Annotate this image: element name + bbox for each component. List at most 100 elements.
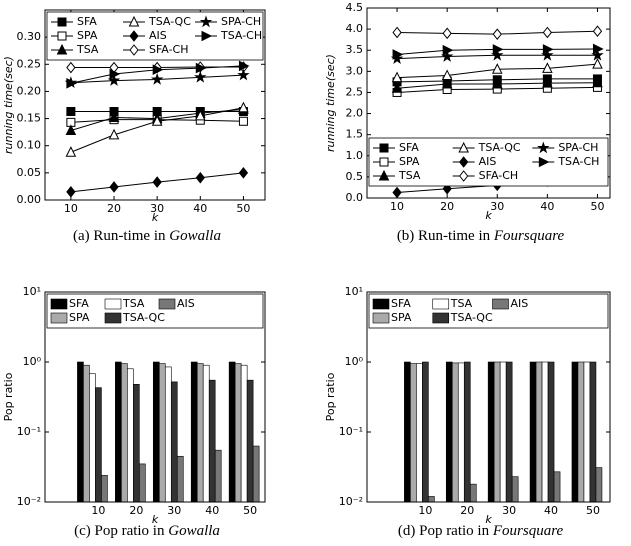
bar <box>214 449 222 503</box>
caption: (b) Run-time in Foursquare <box>397 228 565 244</box>
legend-swatch <box>50 312 68 324</box>
bar <box>499 361 507 503</box>
y-tick-label: 10¹ <box>345 285 363 298</box>
bar <box>541 361 549 503</box>
y-tick-label: 0.5 <box>346 170 364 183</box>
x-tick-label: 30 <box>167 504 181 517</box>
legend-label: SFA-CH <box>149 43 189 56</box>
bar <box>583 361 591 503</box>
legend-label: SFA <box>77 15 97 28</box>
bar <box>101 475 108 503</box>
marker <box>392 26 402 39</box>
x-tick-label: 50 <box>243 504 257 517</box>
plot-frame <box>44 291 266 503</box>
legend-swatch <box>104 298 122 310</box>
y-tick-label: 4.5 <box>346 1 364 14</box>
x-tick-label: 30 <box>150 202 164 215</box>
caption-emphasis: Gowalla <box>169 228 221 244</box>
marker <box>542 62 553 73</box>
y-axis-label: running time(sec) <box>2 56 15 154</box>
marker <box>592 43 604 55</box>
y-tick-label: 2.5 <box>346 85 364 98</box>
bar <box>487 361 495 503</box>
marker <box>492 28 502 40</box>
legend-label: SPA-CH <box>221 15 261 28</box>
bar <box>469 483 477 503</box>
y-tick-label: 10⁻² <box>17 495 41 508</box>
y-tick-label: 0.20 <box>17 84 42 97</box>
bar <box>158 363 166 503</box>
legend-label: TSA <box>450 297 473 310</box>
plot-frame <box>366 291 611 503</box>
legend-marker <box>538 156 550 168</box>
x-tick-label: 40 <box>193 202 207 215</box>
marker <box>491 77 503 89</box>
marker <box>442 27 452 40</box>
bar <box>176 455 184 503</box>
legend-marker <box>459 156 469 168</box>
legend-swatch <box>372 298 390 310</box>
x-tick-label: 20 <box>129 504 143 517</box>
legend-label: TSA <box>398 169 421 182</box>
y-tick-label: 0.10 <box>17 139 42 152</box>
legend-marker <box>459 170 469 182</box>
bar <box>595 467 603 503</box>
marker <box>238 101 249 113</box>
x-tick-label: 40 <box>540 200 554 213</box>
caption: (c) Pop ratio in Gowalla <box>74 523 220 539</box>
marker <box>238 60 250 72</box>
bar <box>208 379 216 503</box>
legend-box <box>46 293 264 329</box>
bar <box>170 381 178 503</box>
marker <box>108 128 120 140</box>
bar <box>115 361 122 503</box>
y-tick-label: 10¹ <box>23 285 41 298</box>
legend-label: TSA-CH <box>220 29 262 42</box>
legend-label: TSA <box>122 297 145 310</box>
marker <box>441 77 453 89</box>
marker <box>195 62 207 74</box>
bar <box>457 362 465 503</box>
marker <box>65 124 77 136</box>
marker <box>66 77 78 89</box>
marker <box>66 186 76 198</box>
x-tick-label: 50 <box>590 200 604 213</box>
marker <box>194 109 206 121</box>
bar <box>589 361 597 503</box>
x-tick-label: 40 <box>544 504 558 517</box>
marker <box>65 146 77 157</box>
y-axis-label: Pop ratio <box>324 372 337 421</box>
bar <box>571 361 579 503</box>
marker <box>194 70 207 83</box>
marker <box>66 61 76 74</box>
y-tick-label: 4.0 <box>346 22 364 35</box>
legend-label: SFA <box>399 141 419 154</box>
bar <box>121 363 128 503</box>
marker <box>109 181 119 193</box>
bar <box>445 361 453 503</box>
bar <box>493 361 501 503</box>
marker <box>108 111 120 122</box>
legend-marker <box>129 44 139 56</box>
legend-marker <box>537 141 550 154</box>
marker <box>238 116 248 126</box>
marker <box>592 25 603 38</box>
bar <box>228 361 236 503</box>
y-tick-label: 0.00 <box>17 193 42 206</box>
bar <box>234 363 242 503</box>
caption-emphasis: Foursquare <box>492 523 564 539</box>
legend-label: TSA-CH <box>557 155 599 168</box>
y-tick-label: 3.5 <box>346 43 364 56</box>
marker <box>391 71 403 83</box>
legend-label: SFA <box>391 297 411 310</box>
bar <box>152 361 160 503</box>
legend-label: SFA-CH <box>479 169 519 182</box>
bar <box>553 471 561 503</box>
bar <box>511 476 519 503</box>
marker <box>151 115 163 126</box>
y-tick-label: 3.0 <box>346 64 364 77</box>
legend-swatch <box>104 312 122 324</box>
